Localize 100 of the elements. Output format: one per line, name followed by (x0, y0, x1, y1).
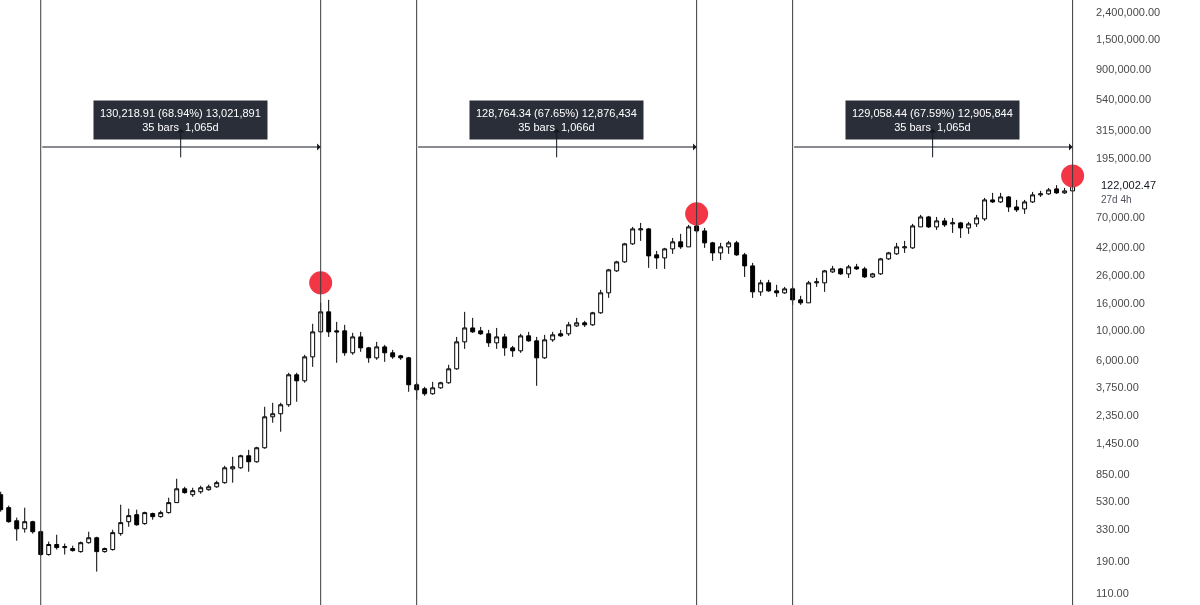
y-tick-label: 315,000.00 (1096, 123, 1152, 136)
candlestick (326, 299, 332, 338)
candlestick (502, 333, 508, 357)
candlestick (638, 222, 644, 242)
candlestick (1014, 199, 1020, 213)
y-tick-label: 2,400,000.00 (1096, 5, 1161, 18)
candlestick (406, 356, 412, 393)
candlestick (1038, 190, 1044, 198)
candlestick (942, 217, 948, 228)
candlestick (910, 223, 916, 250)
candlestick (286, 372, 292, 408)
candlestick (398, 354, 404, 361)
candlestick (518, 333, 524, 354)
point (1061, 164, 1085, 188)
candlestick (1054, 184, 1060, 195)
annotation: 130,218.91 (68.94%) 13,021,891 35 bars, 1,065d (100, 107, 261, 134)
candlestick (686, 224, 692, 248)
candlestick (1006, 195, 1012, 213)
candlestick (662, 247, 668, 270)
candlestick (854, 263, 860, 271)
candlestick (14, 517, 20, 542)
candlestick (542, 334, 548, 360)
candlestick (1046, 187, 1052, 196)
candlestick (254, 446, 260, 464)
y-tick-label: 110.00 (1096, 586, 1129, 599)
candlestick (302, 354, 308, 384)
annotation: 128,764.34 (67.65%) 12,876,434 35 bars, 1,066d (476, 107, 637, 134)
candlestick (462, 311, 468, 350)
candlestick (310, 323, 316, 368)
candlestick (510, 345, 516, 358)
candlestick (862, 266, 868, 279)
y-tick-label: 70,000.00 (1096, 211, 1145, 224)
y-tick-label: 195,000.00 (1096, 151, 1152, 164)
candlestick (438, 381, 444, 390)
candlestick (190, 487, 196, 498)
candlestick (430, 381, 436, 396)
candlestick (54, 534, 60, 551)
candlestick (126, 508, 132, 528)
candlestick (294, 372, 300, 403)
candlestick (166, 497, 172, 515)
candlestick (358, 331, 364, 353)
candlestick (734, 240, 740, 257)
candlestick (870, 272, 876, 279)
y-tick-label: 190.00 (1096, 554, 1130, 567)
candlestick (246, 449, 252, 473)
candlestick (678, 233, 684, 250)
candlestick (78, 541, 84, 554)
candlestick (758, 279, 764, 297)
candlestick (342, 324, 348, 357)
y-tick-label: 10,000.00 (1096, 324, 1145, 337)
candlestick (654, 250, 660, 270)
candlestick (966, 221, 972, 235)
candlestick (838, 267, 844, 276)
y-tick-label: 2,350.00 (1096, 408, 1139, 421)
candlestick (446, 364, 452, 385)
candlestick (702, 227, 708, 249)
candlestick (30, 520, 36, 535)
candlestick (270, 402, 276, 424)
candlestick (558, 329, 564, 338)
candlestick (142, 511, 148, 526)
candlestick (350, 332, 356, 356)
candlestick (478, 326, 484, 336)
candlestick (574, 317, 580, 327)
candlestick (918, 214, 924, 228)
y-tick-label: 530.00 (1096, 495, 1130, 508)
candlestick (198, 485, 204, 495)
candlestick (238, 454, 244, 470)
candlestick (566, 321, 572, 337)
y-tick-label: 900,000.00 (1096, 62, 1152, 75)
candlestick (894, 242, 900, 256)
candlestick (934, 216, 940, 231)
candlestick (262, 406, 268, 450)
candlestick (422, 386, 428, 397)
candlestick (382, 344, 388, 363)
y-tick-label: 850.00 (1096, 467, 1130, 480)
candlestick (958, 221, 964, 239)
point (309, 271, 333, 295)
candlestick (22, 507, 28, 534)
candlestick (830, 265, 836, 273)
candlestick (454, 336, 460, 371)
candlestick (742, 252, 748, 278)
point (685, 202, 709, 226)
text: 27d 4h (1101, 194, 1132, 205)
candlestick (614, 260, 620, 273)
candlestick (846, 264, 852, 279)
candlestick (1062, 187, 1068, 195)
candlestick (550, 331, 556, 343)
candlestick (582, 320, 588, 328)
candlestick (950, 217, 956, 234)
y-tick-label: 330.00 (1096, 522, 1130, 535)
annotation: 129,058.44 (67.59%) 12,905,844 35 bars, 1,065d (852, 107, 1013, 134)
candlestick (486, 329, 492, 348)
candlestick (878, 257, 884, 276)
candlestick (718, 242, 724, 261)
candlestick (998, 192, 1004, 204)
candlestick (990, 192, 996, 204)
candlestick (230, 456, 236, 484)
candlestick (158, 510, 164, 519)
candlestick (390, 349, 396, 360)
candlestick (646, 227, 652, 269)
